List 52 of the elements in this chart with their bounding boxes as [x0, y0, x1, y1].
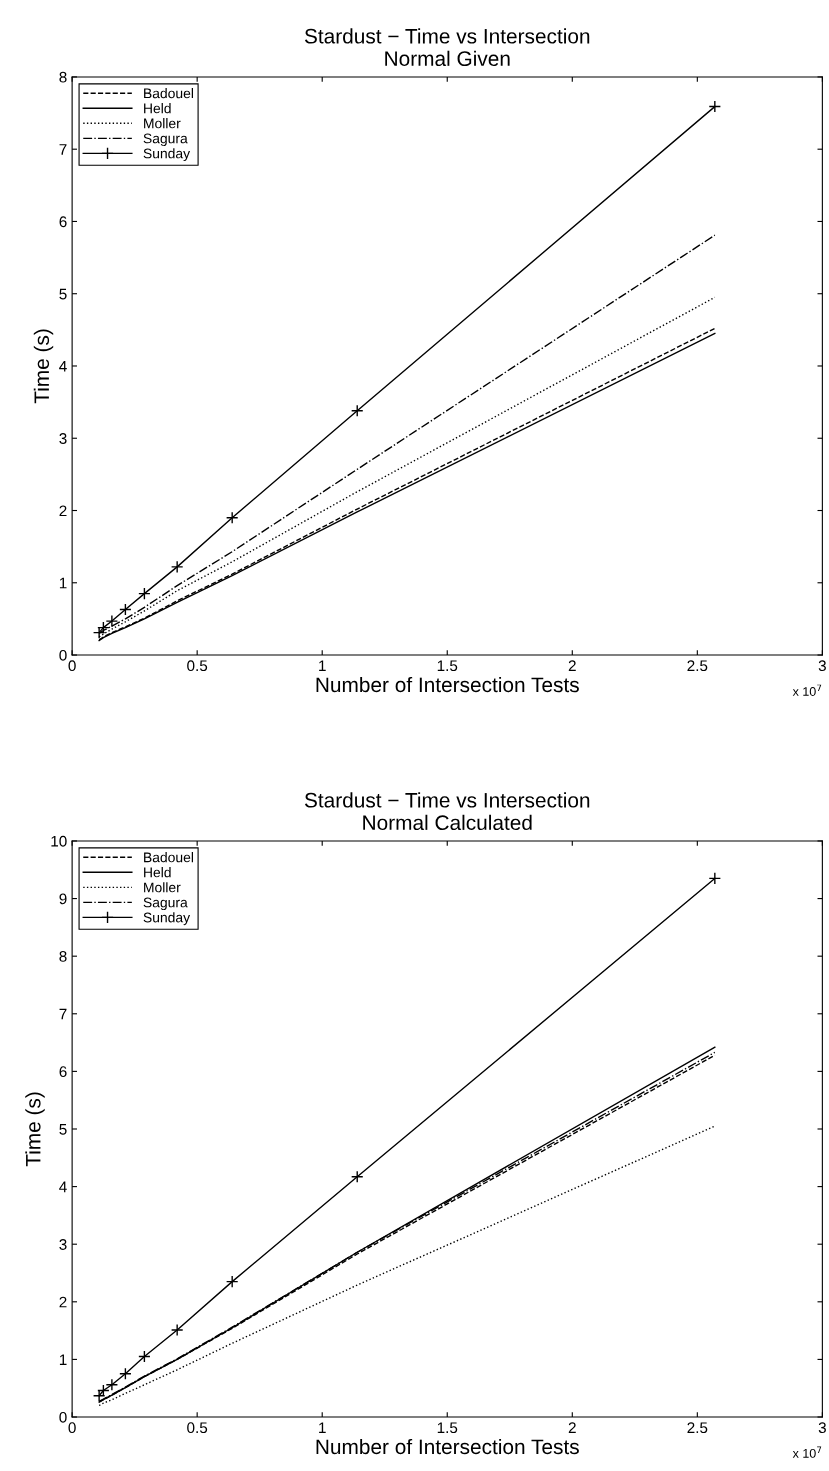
y-tick-label: 1: [59, 1354, 67, 1365]
chart-title: Stardust − Time vs Intersection Normal Calculated: [304, 792, 590, 831]
x-tick-label: 2: [568, 660, 576, 671]
legend-label: Moller: [144, 882, 181, 893]
y-tick-label: 0: [59, 649, 67, 661]
y-axis-title: Time (s): [33, 329, 54, 404]
legend-label: Badouel: [144, 852, 193, 863]
x-axis-title: Number of Intersection Tests: [316, 1438, 579, 1455]
x-tick-label: 1: [319, 1422, 326, 1433]
y-axis-title: Time (s): [25, 1092, 45, 1167]
x-tick-label: 0: [68, 660, 76, 672]
y-tick-label: 1: [59, 577, 67, 589]
y-tick-label: 10: [51, 835, 67, 847]
y-tick-label: 9: [59, 893, 67, 905]
x-tick-label: 1.5: [437, 660, 458, 672]
legend-label: Sagura: [143, 133, 188, 147]
y-tick-label: 2: [59, 505, 67, 517]
y-tick-label: 5: [59, 1124, 67, 1135]
y-tick-label: 7: [59, 1008, 67, 1020]
y-tick-label: 5: [59, 288, 67, 300]
text: x 10$^{7}$: [792, 1446, 822, 1458]
legend-label: Sunday: [143, 148, 191, 162]
legend-label: Held: [144, 867, 171, 878]
x-tick-label: 0.5: [187, 1422, 208, 1434]
x-tick-label: 3: [818, 660, 826, 672]
x-axis-title: Number of Intersection Tests: [316, 676, 579, 693]
y-tick-label: 3: [59, 1239, 67, 1250]
legend-label: Moller: [144, 118, 181, 129]
x-tick-label: 0: [68, 1422, 76, 1434]
y-tick-label: 8: [59, 951, 67, 962]
y-tick-label: 4: [59, 1181, 67, 1193]
x-tick-label: 2: [568, 1422, 576, 1433]
x-tick-label: 1.5: [437, 1422, 458, 1434]
x-tick-label: 0.5: [187, 660, 208, 672]
text: x 10$^{7}$: [792, 684, 822, 696]
y-tick-label: 6: [59, 1066, 67, 1078]
legend-label: Sunday: [143, 912, 191, 926]
y-tick-label: 6: [59, 216, 67, 228]
x-tick-label: 3: [818, 1422, 826, 1434]
x-tick-label: 1: [319, 660, 326, 671]
y-tick-label: 8: [59, 71, 67, 83]
y-tick-label: 4: [59, 361, 67, 372]
legend-label: Held: [144, 103, 171, 114]
y-tick-label: 0: [59, 1411, 67, 1423]
x-tick-label: 2.5: [687, 1422, 708, 1434]
legend-label: Sagura: [143, 897, 188, 911]
y-tick-label: 3: [59, 433, 67, 444]
chart-title: Stardust − Time vs Intersection Normal Given: [304, 28, 590, 67]
legend-label: Badouel: [144, 88, 193, 99]
y-tick-label: 2: [59, 1296, 67, 1308]
x-tick-label: 2.5: [687, 660, 708, 672]
y-tick-label: 7: [59, 144, 67, 155]
